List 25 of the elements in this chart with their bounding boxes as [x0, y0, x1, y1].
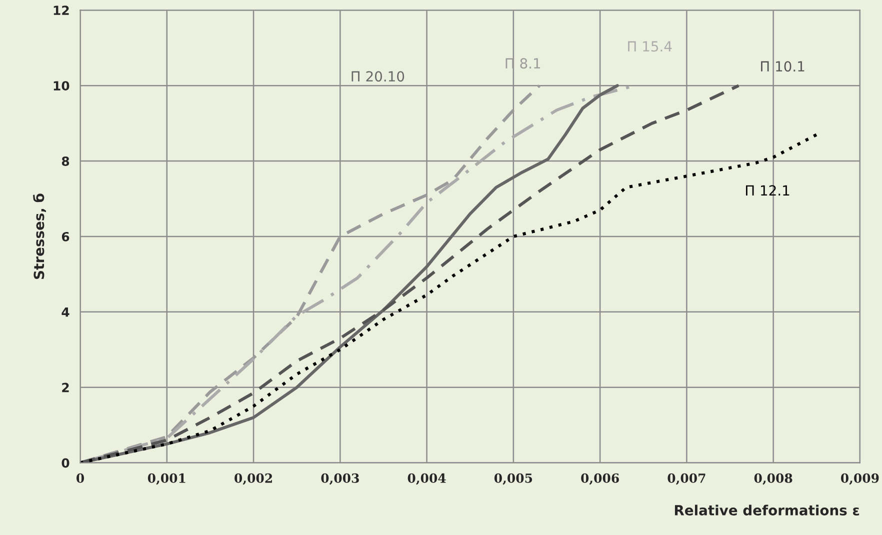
- text: П 15.4: [628, 41, 672, 52]
- y-tick-label: 8: [62, 156, 70, 166]
- line-series: [80, 133, 818, 463]
- x-tick-label: 0,009: [840, 473, 879, 485]
- y-tick-label: 12: [54, 6, 69, 15]
- x-axis-title: Relative deformations ε: [674, 504, 860, 516]
- y-tick-label: 0: [62, 458, 70, 468]
- x-tick-label: 0,007: [668, 473, 706, 485]
- x-tick-label: 0,008: [754, 473, 792, 485]
- line-series: [80, 84, 740, 463]
- x-tick-label: 0,002: [234, 473, 272, 485]
- series-label: П 10.1: [761, 61, 804, 72]
- y-tick-label: 2: [62, 382, 69, 392]
- x-tick-label: 0,001: [148, 473, 186, 485]
- x-tick-label: 0,003: [321, 473, 359, 485]
- y-tick-label: 6: [62, 232, 70, 242]
- x-tick-label: 0,004: [408, 473, 446, 485]
- series-label: П 12.1: [746, 185, 790, 196]
- x-tick-label: 0,005: [494, 473, 532, 485]
- y-tick-label: 4: [62, 308, 70, 317]
- x-tick-label: 0,006: [581, 473, 619, 485]
- x-tick-label: 0: [76, 473, 84, 483]
- y-tick-label: 10: [54, 81, 70, 91]
- text: П 20.10: [352, 71, 404, 82]
- y-axis-title: Stresses, б: [33, 194, 46, 279]
